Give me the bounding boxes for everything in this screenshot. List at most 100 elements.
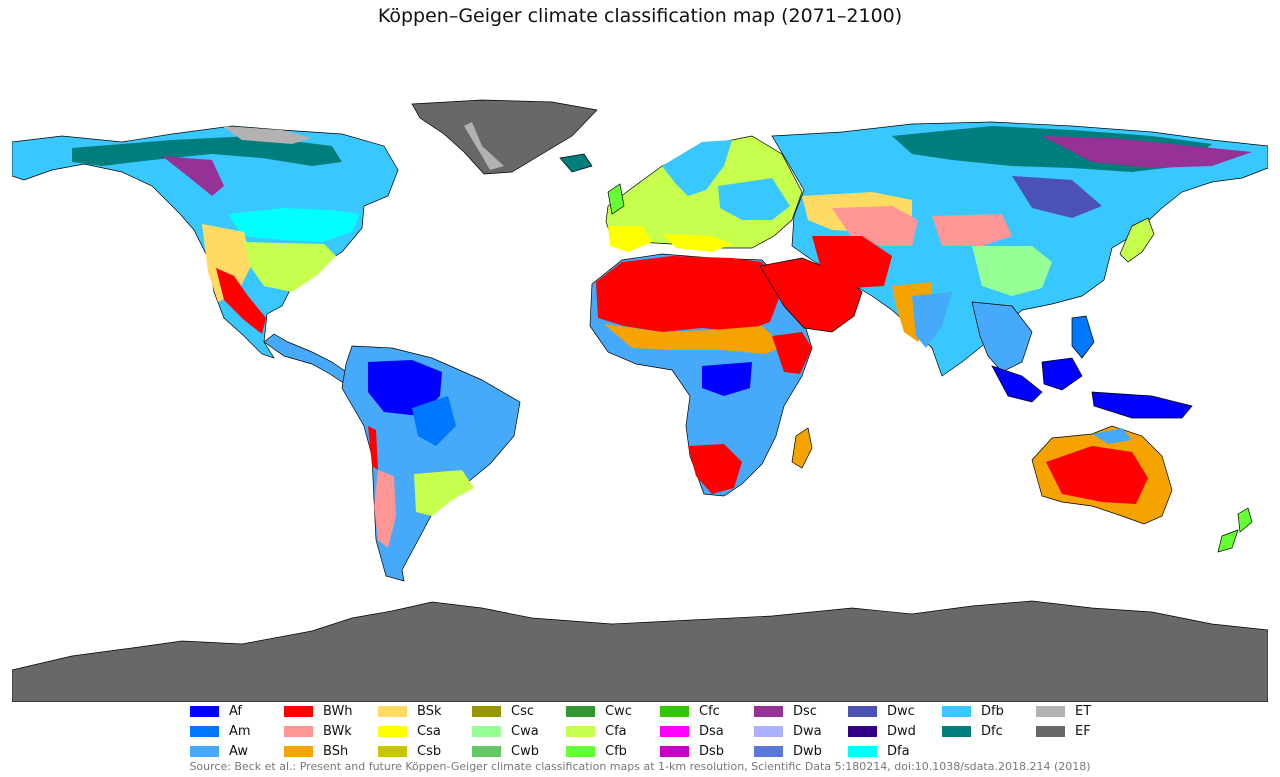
north-america-bwh-region bbox=[216, 268, 266, 334]
legend-label: Dsa bbox=[699, 724, 724, 739]
legend-label: ET bbox=[1075, 704, 1092, 719]
legend-column: Dfb Dfc bbox=[942, 703, 1032, 763]
philippines-region bbox=[1071, 315, 1095, 359]
europe-dfb-region bbox=[718, 178, 790, 220]
legend-swatch bbox=[566, 746, 595, 757]
legend-column: Af Am Aw bbox=[190, 703, 280, 763]
legend-column: BWh BWk BSh bbox=[284, 703, 374, 763]
legend-swatch bbox=[1036, 706, 1065, 717]
legend-column: BSk Csa Csb bbox=[378, 703, 468, 763]
legend-item-bwh: BWh bbox=[284, 703, 374, 722]
north-america-bsk-region bbox=[202, 224, 252, 302]
greenland-region bbox=[411, 99, 598, 175]
legend-label: Am bbox=[229, 724, 251, 739]
legend-label: Cfc bbox=[699, 704, 720, 719]
legend-label: Dwd bbox=[887, 724, 916, 739]
legend-column: Dwc Dwd Dfa bbox=[848, 703, 938, 763]
legend-item-dwc: Dwc bbox=[848, 703, 938, 722]
legend-swatch bbox=[942, 706, 971, 717]
legend-swatch bbox=[754, 726, 783, 737]
legend-label: Dwb bbox=[793, 744, 822, 759]
legend-swatch bbox=[660, 706, 689, 717]
legend-swatch bbox=[378, 746, 407, 757]
north-america-dfa-region bbox=[228, 208, 360, 242]
climate-legend: Af Am Aw BWh BWk BSh BSk Csa Csb Csc Cwa Cwb Cwc Cfa C… bbox=[190, 703, 1190, 763]
legend-swatch bbox=[284, 706, 313, 717]
iceland-region bbox=[559, 153, 593, 173]
japan-region bbox=[1119, 217, 1155, 263]
legend-item-dsc: Dsc bbox=[754, 703, 844, 722]
legend-label: Dfb bbox=[981, 704, 1004, 719]
legend-label: Cwa bbox=[511, 724, 539, 739]
mediterranean-csa-region bbox=[662, 234, 732, 252]
legend-label: Aw bbox=[229, 744, 248, 759]
legend-label: Csc bbox=[511, 704, 534, 719]
south-america-af-region bbox=[368, 360, 442, 416]
legend-swatch bbox=[660, 746, 689, 757]
china-cwa-region bbox=[972, 246, 1052, 296]
sahel-bsh-region bbox=[604, 324, 784, 354]
legend-item-bsh: BSh bbox=[284, 743, 374, 762]
legend-swatch bbox=[1036, 726, 1065, 737]
map-title: Köppen–Geiger climate classification map… bbox=[377, 5, 903, 27]
legend-column: ET EF bbox=[1036, 703, 1126, 763]
legend-item-cwb: Cwb bbox=[472, 743, 562, 762]
legend-swatch bbox=[754, 706, 783, 717]
legend-item-dwb: Dwb bbox=[754, 743, 844, 762]
legend-label: BSh bbox=[323, 744, 349, 759]
legend-item-dwa: Dwa bbox=[754, 723, 844, 742]
legend-swatch bbox=[566, 726, 595, 737]
legend-label: Dwa bbox=[793, 724, 822, 739]
southern-africa-bwh-region bbox=[688, 444, 742, 494]
uk-region bbox=[607, 183, 625, 215]
legend-item-cfa: Cfa bbox=[566, 723, 656, 742]
north-america-et-region bbox=[222, 126, 312, 144]
legend-item-et: ET bbox=[1036, 703, 1126, 722]
legend-column: Cfc Dsa Dsb bbox=[660, 703, 750, 763]
legend-swatch bbox=[284, 746, 313, 757]
legend-item-dwd: Dwd bbox=[848, 723, 938, 742]
legend-label: Dfc bbox=[981, 724, 1003, 739]
legend-item-csb: Csb bbox=[378, 743, 468, 762]
legend-item-am: Am bbox=[190, 723, 280, 742]
legend-item-dsa: Dsa bbox=[660, 723, 750, 742]
siberia-dsc-region bbox=[1042, 136, 1252, 168]
madagascar-region bbox=[791, 427, 813, 469]
legend-item-dsb: Dsb bbox=[660, 743, 750, 762]
north-america-cfa-region bbox=[244, 242, 336, 292]
legend-swatch bbox=[378, 706, 407, 717]
central-africa-af-region bbox=[702, 362, 752, 396]
legend-item-csa: Csa bbox=[378, 723, 468, 742]
siberia-dwc-region bbox=[1012, 176, 1102, 218]
legend-column: Dsc Dwa Dwb bbox=[754, 703, 844, 763]
legend-swatch bbox=[190, 706, 219, 717]
legend-column: Csc Cwa Cwb bbox=[472, 703, 562, 763]
legend-swatch bbox=[942, 726, 971, 737]
legend-label: BWh bbox=[323, 704, 353, 719]
legend-item-dfb: Dfb bbox=[942, 703, 1032, 722]
legend-swatch bbox=[848, 746, 877, 757]
legend-label: Dsc bbox=[793, 704, 817, 719]
legend-item-cfc: Cfc bbox=[660, 703, 750, 722]
legend-item-bwk: BWk bbox=[284, 723, 374, 742]
legend-swatch bbox=[848, 706, 877, 717]
indonesia-region bbox=[991, 357, 1193, 419]
world-climate-map bbox=[12, 96, 1268, 702]
legend-swatch bbox=[472, 726, 501, 737]
legend-swatch bbox=[848, 726, 877, 737]
south-america-cfa-region bbox=[414, 470, 474, 516]
legend-swatch bbox=[378, 726, 407, 737]
south-america-bwh-region bbox=[368, 426, 378, 470]
new-zealand-region bbox=[1217, 507, 1253, 553]
legend-swatch bbox=[754, 746, 783, 757]
horn-africa-bwh-region bbox=[772, 332, 812, 374]
legend-label: Cwb bbox=[511, 744, 539, 759]
iran-bwh-region bbox=[812, 236, 892, 288]
legend-label: Dfa bbox=[887, 744, 910, 759]
legend-item-bsk: BSk bbox=[378, 703, 468, 722]
source-citation: Source: Beck et al.: Present and future … bbox=[189, 760, 1091, 773]
legend-swatch bbox=[190, 746, 219, 757]
legend-swatch bbox=[190, 726, 219, 737]
iberia-csa-region bbox=[608, 226, 652, 252]
legend-label: Cfa bbox=[605, 724, 627, 739]
